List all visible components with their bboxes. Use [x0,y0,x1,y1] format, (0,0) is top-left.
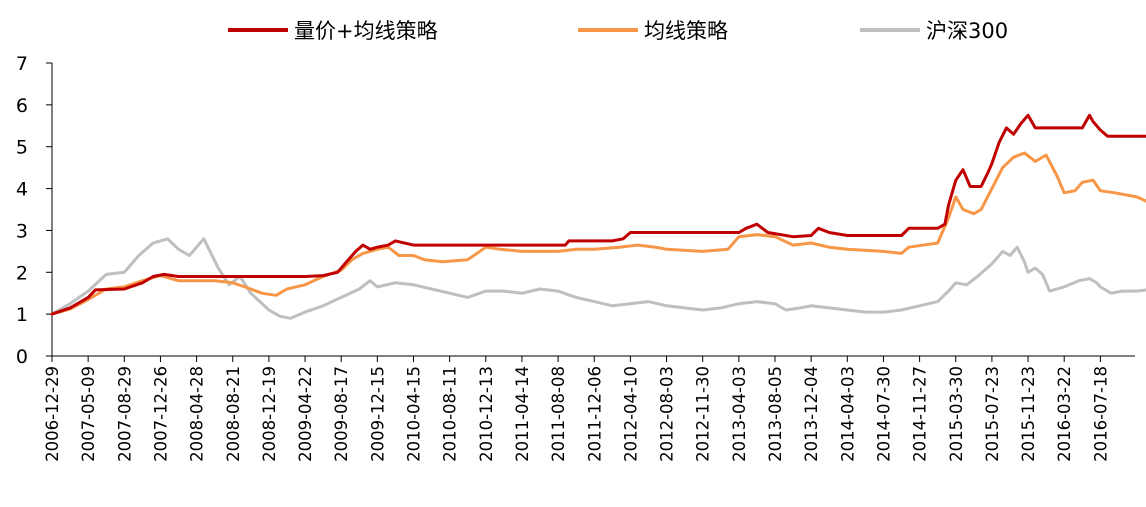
y-tick-label: 3 [16,220,28,242]
x-tick-label: 2009-04-22 [296,366,315,462]
x-tick-label: 2014-11-27 [911,366,930,462]
series-line-2 [50,237,1146,320]
x-tick-label: 2015-03-30 [947,366,966,462]
x-tick-label: 2012-11-30 [694,366,713,462]
series-line-1 [50,151,1146,316]
y-tick-label: 7 [16,53,28,75]
y-tick-label: 5 [16,137,28,159]
x-tick-label: 2008-08-21 [224,366,243,462]
x-tick-label: 2010-08-11 [441,366,460,462]
x-tick-label: 2010-12-13 [477,366,496,462]
x-axis: 2006-12-29 2007-05-09 2007-08-29 2007-12-26… [43,355,1135,462]
x-tick-label: 2007-12-26 [151,366,170,462]
y-tick-label: 2 [16,262,28,284]
x-tick-label: 2011-12-06 [585,366,604,462]
chart-legend: 量价+均线策略 均线策略 沪深300 [228,19,1008,43]
x-tick-label: 2015-07-23 [983,366,1002,462]
x-tick-label: 2011-04-14 [513,366,532,462]
x-tick-label: 2008-04-28 [188,366,207,462]
y-tick-label: 0 [16,346,28,368]
y-axis: 0 1 2 3 4 5 6 7 [16,53,53,368]
series-line-0 [50,113,1146,316]
x-tick-label: 2009-12-15 [368,366,387,462]
x-tick-label: 2014-04-03 [838,366,857,462]
x-tick-label: 2016-03-22 [1055,366,1074,462]
legend-label-0: 量价+均线策略 [294,19,438,43]
x-tick-label: 2011-08-08 [549,366,568,462]
x-tick-label: 2009-08-17 [332,366,351,462]
x-tick-label: 2007-08-29 [115,366,134,462]
x-tick-label: 2006-12-29 [43,366,62,462]
x-tick-label: 2016-07-18 [1091,366,1110,462]
x-tick-label: 2015-11-23 [1019,366,1038,462]
x-tick-label: 2010-04-15 [405,366,424,462]
y-tick-label: 4 [16,179,28,201]
chart-series [50,113,1146,320]
x-tick-label: 2012-04-10 [621,366,640,462]
x-tick-label: 2008-12-19 [260,366,279,462]
legend-label-1: 均线策略 [644,19,728,43]
y-tick-label: 6 [16,95,28,117]
x-tick-label: 2012-08-03 [658,366,677,462]
y-tick-label: 1 [16,304,28,326]
x-tick-label: 2013-12-04 [802,366,821,462]
x-tick-label: 2013-08-05 [766,366,785,462]
x-tick-label: 2007-05-09 [79,366,98,462]
x-tick-label: 2013-04-03 [730,366,749,462]
legend-label-2: 沪深300 [926,19,1008,43]
x-tick-label: 2014-07-30 [874,366,893,462]
